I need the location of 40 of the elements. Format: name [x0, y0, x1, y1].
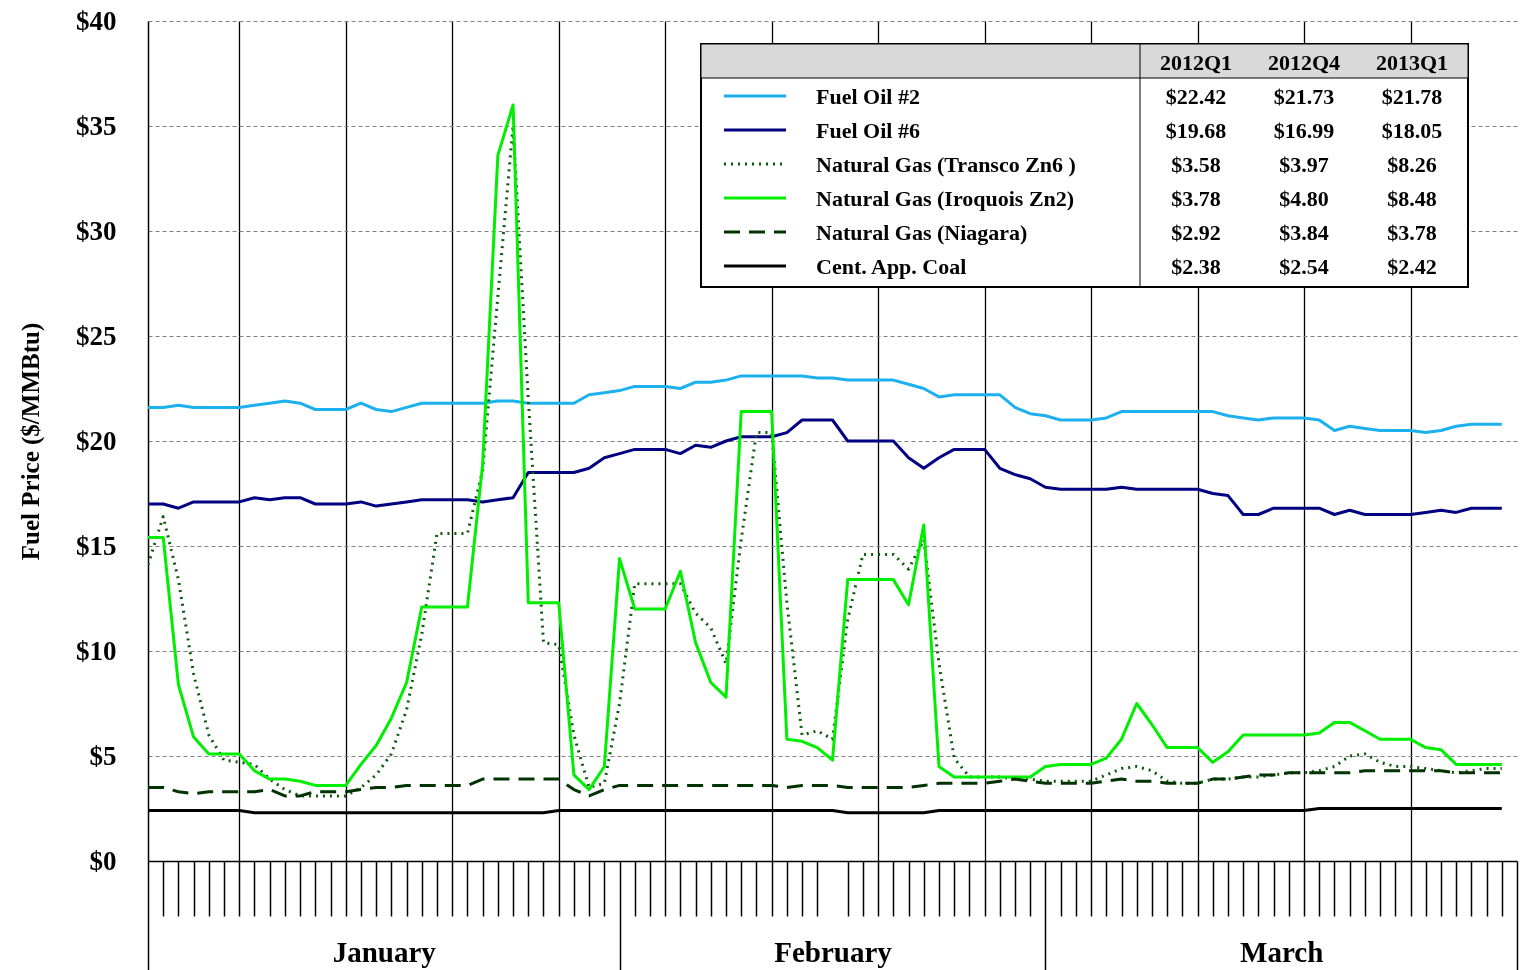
y-tick-label: $5: [89, 740, 117, 771]
annotation: $18.05: [1381, 117, 1443, 143]
annotation: $8.48: [1387, 185, 1437, 211]
annotation: $3.78: [1171, 185, 1221, 211]
y-tick-label: $0: [89, 845, 117, 876]
annotation: $16.99: [1273, 117, 1335, 143]
annotation: $4.80: [1279, 185, 1329, 211]
y-tick-label: $10: [76, 635, 117, 666]
annotation: 2012Q1: [1159, 49, 1233, 75]
y-tick-label: $20: [76, 425, 117, 456]
annotation: $21.73: [1273, 83, 1335, 109]
legend-label: Fuel Oil #6: [816, 117, 920, 143]
annotation: $3.84: [1279, 219, 1329, 245]
annotation: $2.54: [1279, 253, 1329, 279]
annotation: $2.42: [1387, 253, 1437, 279]
legend-label: Natural Gas (Transco Zn6 ): [816, 151, 1076, 177]
annotation: $3.58: [1171, 151, 1221, 177]
y-tick-label: $25: [76, 320, 117, 351]
y-tick-label: $40: [76, 5, 117, 36]
x-tick-label: February: [774, 935, 893, 968]
y-tick-label: $35: [76, 110, 117, 141]
annotation: $3.78: [1387, 219, 1437, 245]
x-tick-label: January: [332, 935, 437, 968]
annotation: $19.68: [1165, 117, 1227, 143]
annotation: $8.26: [1387, 151, 1437, 177]
annotation: 2013Q1: [1375, 49, 1449, 75]
x-tick-label: March: [1240, 935, 1324, 968]
legend-label: Cent. App. Coal: [816, 253, 967, 279]
annotation: 2012Q4: [1267, 49, 1341, 75]
annotation: $2.92: [1171, 219, 1221, 245]
annotation: $2.38: [1171, 253, 1221, 279]
y-axis-title: Fuel Price ($/MMBtu): [16, 322, 45, 561]
legend-label: Natural Gas (Niagara): [816, 219, 1028, 245]
annotation: $21.78: [1381, 83, 1443, 109]
y-tick-label: $30: [76, 215, 117, 246]
y-tick-label: $15: [76, 530, 117, 561]
legend-label: Natural Gas (Iroquois Zn2): [816, 185, 1075, 211]
annotation: $22.42: [1165, 83, 1227, 109]
legend-label: Fuel Oil #2: [816, 83, 920, 109]
annotation: $3.97: [1279, 151, 1329, 177]
